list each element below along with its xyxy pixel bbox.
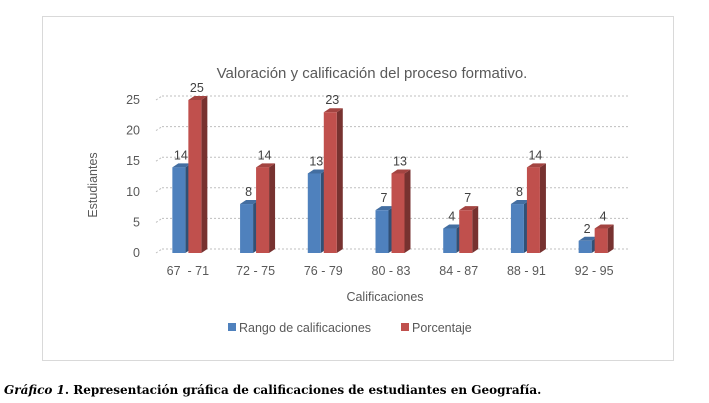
- bar: [594, 224, 614, 253]
- bar-front: [256, 167, 270, 253]
- x-tick-label: 88 - 91: [507, 264, 546, 278]
- bar-front: [459, 210, 473, 253]
- gridline-depth: [155, 156, 163, 162]
- y-tick-label: 0: [133, 246, 140, 260]
- bar-top: [188, 96, 208, 100]
- bar: [526, 163, 546, 253]
- bar-side: [336, 108, 343, 254]
- bar-side: [201, 96, 208, 253]
- data-label: 8: [245, 185, 252, 199]
- gridline-depth: [155, 217, 163, 223]
- y-tick-label: 5: [133, 215, 140, 229]
- gridline-depth: [155, 187, 163, 193]
- data-label: 13: [309, 154, 323, 168]
- bar-front: [526, 167, 540, 253]
- caption-label: Gráfico 1: [4, 383, 65, 397]
- gridline-depth: [155, 126, 163, 132]
- legend-label: Porcentaje: [412, 321, 472, 335]
- bar-front: [391, 173, 405, 253]
- y-axis-label: Estudiantes: [86, 152, 100, 217]
- bar-front: [594, 228, 608, 253]
- data-label: 14: [258, 148, 272, 162]
- legend-swatch: [228, 323, 236, 331]
- caption-text: . Representación gráfica de calificacion…: [64, 383, 542, 397]
- data-label: 14: [528, 148, 542, 162]
- x-tick-label: 80 - 83: [372, 264, 411, 278]
- bar: [323, 108, 343, 254]
- x-axis-label: Calificaciones: [346, 290, 423, 304]
- figure-caption: Gráfico 1. Representación gráfica de cal…: [4, 383, 541, 397]
- chart-title: Valoración y calificación del proceso fo…: [217, 65, 528, 82]
- bar-top: [323, 108, 343, 113]
- data-label: 4: [448, 210, 455, 224]
- bar-side: [539, 163, 546, 253]
- x-tick-label: 92 - 95: [575, 264, 614, 278]
- bar-front: [578, 240, 592, 253]
- bar-side: [472, 206, 479, 253]
- bar-front: [323, 112, 337, 254]
- bar-top: [375, 206, 395, 211]
- bar: [188, 96, 208, 253]
- bar-top: [459, 206, 479, 211]
- data-label: 23: [325, 93, 339, 107]
- data-label: 14: [174, 148, 188, 162]
- data-label: 25: [190, 81, 204, 95]
- x-tick-label: 84 - 87: [439, 264, 478, 278]
- bar-top: [256, 163, 276, 168]
- bar-top: [526, 163, 546, 168]
- bar-front: [510, 204, 524, 253]
- x-tick-label: 76 - 79: [304, 264, 343, 278]
- bar: [459, 206, 479, 253]
- bar-front: [188, 100, 202, 253]
- bar-top: [594, 224, 614, 229]
- data-label: 7: [464, 191, 471, 205]
- bar-front: [443, 228, 457, 253]
- gridline-depth: [155, 95, 163, 101]
- bar-side: [607, 224, 614, 253]
- bar-front: [172, 167, 186, 253]
- y-tick-label: 10: [126, 185, 140, 199]
- y-tick-label: 15: [126, 154, 140, 168]
- bar-top: [443, 224, 463, 229]
- bar: [256, 163, 276, 253]
- legend-label: Rango de calificaciones: [239, 321, 371, 335]
- bar-front: [307, 173, 321, 253]
- bar: [391, 169, 411, 253]
- data-label: 7: [381, 191, 388, 205]
- data-label: 4: [600, 210, 607, 224]
- x-tick-label: 67 - 71: [167, 264, 209, 278]
- data-label: 13: [393, 154, 407, 168]
- x-tick-label: 72 - 75: [236, 264, 275, 278]
- bar-top: [578, 236, 598, 241]
- bar-top: [391, 169, 411, 174]
- y-tick-label: 20: [126, 124, 140, 138]
- bar-side: [269, 163, 276, 253]
- gridline-depth: [155, 248, 163, 254]
- bar-top: [240, 200, 260, 205]
- y-tick-label: 25: [126, 93, 140, 107]
- bar-top: [510, 200, 530, 205]
- bar-side: [404, 169, 411, 253]
- legend-swatch: [401, 323, 409, 331]
- data-label: 8: [516, 185, 523, 199]
- data-label: 2: [584, 222, 591, 236]
- bar-front: [375, 210, 389, 253]
- bar-top: [307, 169, 327, 174]
- chart-frame: [42, 16, 674, 361]
- bar-top: [172, 163, 192, 168]
- bar-front: [240, 204, 254, 253]
